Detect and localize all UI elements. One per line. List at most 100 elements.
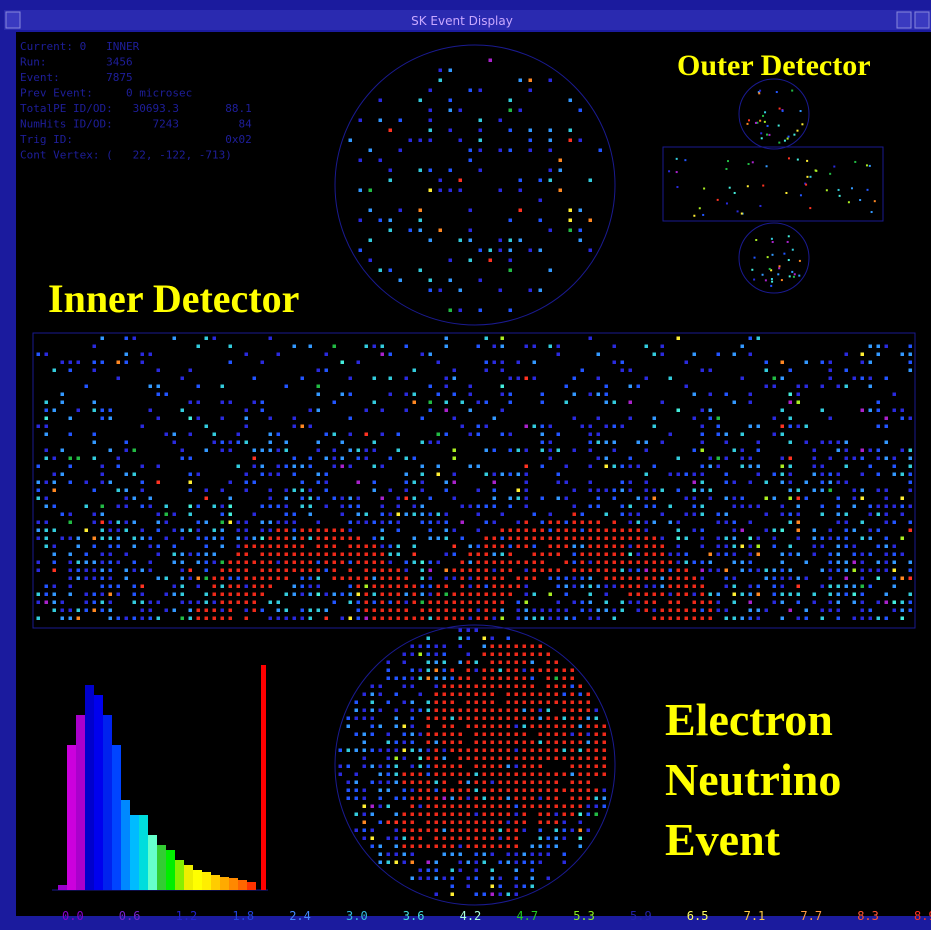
pmt-hit	[861, 377, 865, 381]
pmt-hit	[317, 529, 321, 533]
pmt-hit	[757, 473, 761, 477]
pmt-hit	[467, 805, 471, 809]
pmt-hit	[741, 561, 745, 565]
pmt-hit	[869, 409, 873, 413]
pmt-hit	[285, 465, 289, 469]
info-line: Cont Vertex: ( 22, -122, -713)	[20, 149, 232, 162]
pmt-hit	[829, 577, 833, 581]
pmt-hit	[685, 617, 689, 621]
pmt-hit	[709, 609, 713, 613]
pmt-hit	[605, 393, 609, 397]
pmt-hit	[515, 757, 519, 761]
pmt-hit	[381, 513, 385, 517]
pmt-hit	[411, 853, 415, 857]
pmt-hit	[189, 457, 193, 461]
minimize-button[interactable]	[897, 12, 911, 28]
pmt-hit	[189, 601, 193, 605]
pmt-hit	[141, 465, 145, 469]
pmt-hit	[491, 693, 495, 697]
pmt-hit	[595, 741, 599, 745]
pmt-hit	[261, 361, 265, 365]
pmt-hit	[701, 489, 705, 493]
pmt-hit	[629, 561, 633, 565]
pmt-hit	[293, 569, 297, 573]
pmt-hit	[285, 449, 289, 453]
pmt-hit	[741, 345, 745, 349]
pmt-hit	[581, 553, 585, 557]
pmt-hit	[435, 869, 439, 873]
pmt-hit	[389, 609, 393, 613]
pmt-hit	[529, 249, 533, 253]
pmt-hit	[269, 497, 273, 501]
pmt-hit	[821, 481, 825, 485]
pmt-hit	[427, 789, 431, 793]
menu-button[interactable]	[6, 12, 20, 28]
pmt-hit	[125, 521, 129, 525]
pmt-hit	[597, 441, 601, 445]
pmt-hit	[173, 609, 177, 613]
pmt-hit	[399, 119, 403, 123]
pmt-hit	[437, 433, 441, 437]
pmt-hit	[613, 441, 617, 445]
pmt-hit	[669, 473, 673, 477]
pmt-hit	[677, 545, 681, 549]
pmt-hit	[491, 765, 495, 769]
pmt-hit	[515, 645, 519, 649]
pmt-hit	[237, 465, 241, 469]
pmt-hit	[37, 353, 41, 357]
pmt-hit	[813, 545, 817, 549]
pmt-hit	[189, 481, 193, 485]
pmt-hit	[797, 577, 801, 581]
pmt-hit	[877, 545, 881, 549]
pmt-hit	[445, 345, 449, 349]
pmt-hit	[189, 577, 193, 581]
pmt-hit	[869, 377, 873, 381]
pmt-hit	[741, 529, 745, 533]
pmt-hit	[261, 401, 265, 405]
pmt-hit	[341, 361, 345, 365]
pmt-hit	[645, 569, 649, 573]
pmt-hit	[69, 593, 73, 597]
pmt-hit	[525, 489, 529, 493]
pmt-hit	[539, 179, 543, 183]
pmt-hit	[781, 593, 785, 597]
od-hit	[726, 202, 728, 204]
pmt-hit	[789, 545, 793, 549]
pmt-hit	[245, 569, 249, 573]
bar	[112, 745, 121, 890]
pmt-hit	[93, 345, 97, 349]
pmt-hit	[403, 821, 407, 825]
pmt-hit	[589, 553, 593, 557]
pmt-hit	[429, 577, 433, 581]
pmt-hit	[109, 561, 113, 565]
pmt-hit	[565, 609, 569, 613]
pmt-hit	[45, 401, 49, 405]
pmt-hit	[645, 561, 649, 565]
pmt-hit	[579, 717, 583, 721]
pmt-hit	[419, 789, 423, 793]
pmt-hit	[229, 505, 233, 509]
pmt-hit	[517, 585, 521, 589]
pmt-hit	[85, 601, 89, 605]
pmt-hit	[317, 569, 321, 573]
pmt-hit	[573, 377, 577, 381]
info-line: TotalPE ID/OD: 30693.3 88.1	[20, 102, 252, 115]
pmt-hit	[757, 449, 761, 453]
pmt-hit	[805, 561, 809, 565]
pmt-hit	[877, 449, 881, 453]
pmt-hit	[539, 669, 543, 673]
pmt-hit	[541, 529, 545, 533]
pmt-hit	[125, 569, 129, 573]
pmt-hit	[597, 569, 601, 573]
pmt-hit	[517, 449, 521, 453]
pmt-hit	[141, 505, 145, 509]
pmt-hit	[213, 601, 217, 605]
pmt-hit	[449, 259, 453, 263]
pmt-hit	[877, 561, 881, 565]
pmt-hit	[565, 585, 569, 589]
pmt-hit	[725, 481, 729, 485]
pmt-hit	[229, 513, 233, 517]
pmt-hit	[797, 425, 801, 429]
pmt-hit	[379, 781, 383, 785]
maximize-button[interactable]	[915, 12, 929, 28]
